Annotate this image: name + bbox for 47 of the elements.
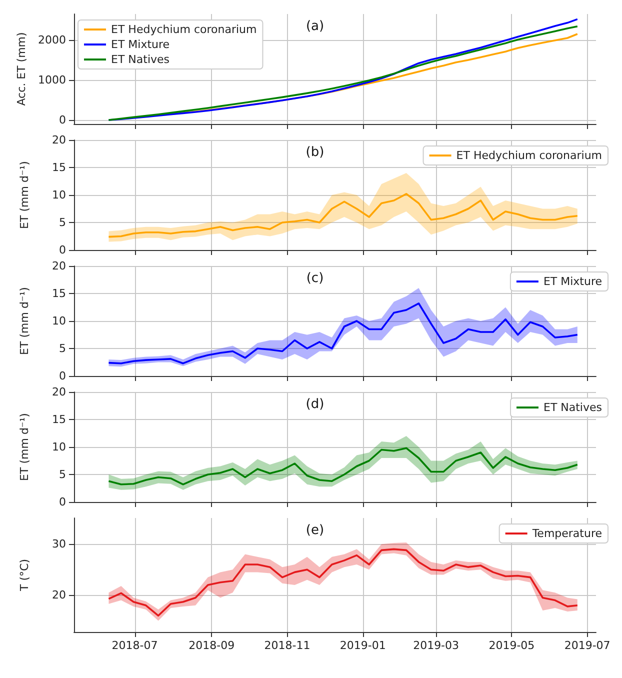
y-tick-label: 30 [52, 538, 66, 551]
y-tick-label: 15 [52, 413, 66, 426]
y-tick-label: 0 [59, 244, 66, 256]
y-tick-label: 1000 [38, 74, 66, 86]
annotation: (c) [306, 271, 324, 286]
x-tick-label: 2018-09 [188, 639, 235, 652]
y-tick-label: 20 [52, 134, 66, 146]
y-axis-title: Acc. ET (mm) [15, 32, 28, 106]
y-tick-label: 2000 [38, 34, 66, 46]
y-axis-title: ET (mm d⁻¹) [18, 287, 31, 355]
x-tick-label: 2019-07 [564, 639, 610, 652]
legend-label: ET Hedychium coronarium [456, 149, 602, 162]
y-tick-label: 20 [52, 386, 66, 398]
y-axis-title: ET (mm d⁻¹) [18, 161, 31, 229]
y-tick-label: 20 [52, 260, 66, 272]
legend-label: ET Natives [111, 53, 170, 66]
legend-label: ET Natives [543, 401, 602, 414]
y-tick-label: 0 [59, 114, 66, 126]
annotation: (b) [306, 145, 324, 160]
x-tick-label: 2019-05 [488, 639, 535, 652]
legend-label: ET Mixture [111, 38, 170, 51]
legend-label: ET Mixture [543, 275, 602, 288]
legend-label: Temperature [531, 527, 602, 540]
line-series [108, 193, 578, 238]
y-tick-label: 15 [52, 161, 66, 174]
y-tick-label: 15 [52, 287, 66, 300]
annotation: (e) [306, 523, 324, 538]
y-tick-label: 0 [59, 370, 66, 382]
x-tick-label: 2019-03 [413, 639, 460, 652]
y-tick-label: 20 [52, 588, 66, 602]
y-tick-label: 5 [59, 468, 66, 481]
annotation: (a) [306, 19, 324, 34]
y-axis-title: ET (mm d⁻¹) [18, 413, 31, 481]
x-tick-label: 2018-07 [112, 639, 158, 652]
x-tick-label: 2019-01 [340, 639, 386, 652]
line-series [108, 302, 578, 364]
x-tick-label: 2018-11 [264, 639, 310, 652]
y-tick-label: 5 [59, 342, 66, 355]
y-tick-label: 10 [52, 440, 66, 454]
legend-label: ET Hedychium coronarium [111, 23, 257, 36]
y-axis-title: T (°C) [18, 559, 31, 592]
annotation: (d) [306, 397, 324, 412]
line-series [108, 447, 578, 486]
y-tick-label: 5 [59, 216, 66, 229]
y-tick-label: 10 [52, 188, 66, 202]
y-tick-label: 0 [59, 496, 66, 508]
y-tick-label: 10 [52, 314, 66, 328]
